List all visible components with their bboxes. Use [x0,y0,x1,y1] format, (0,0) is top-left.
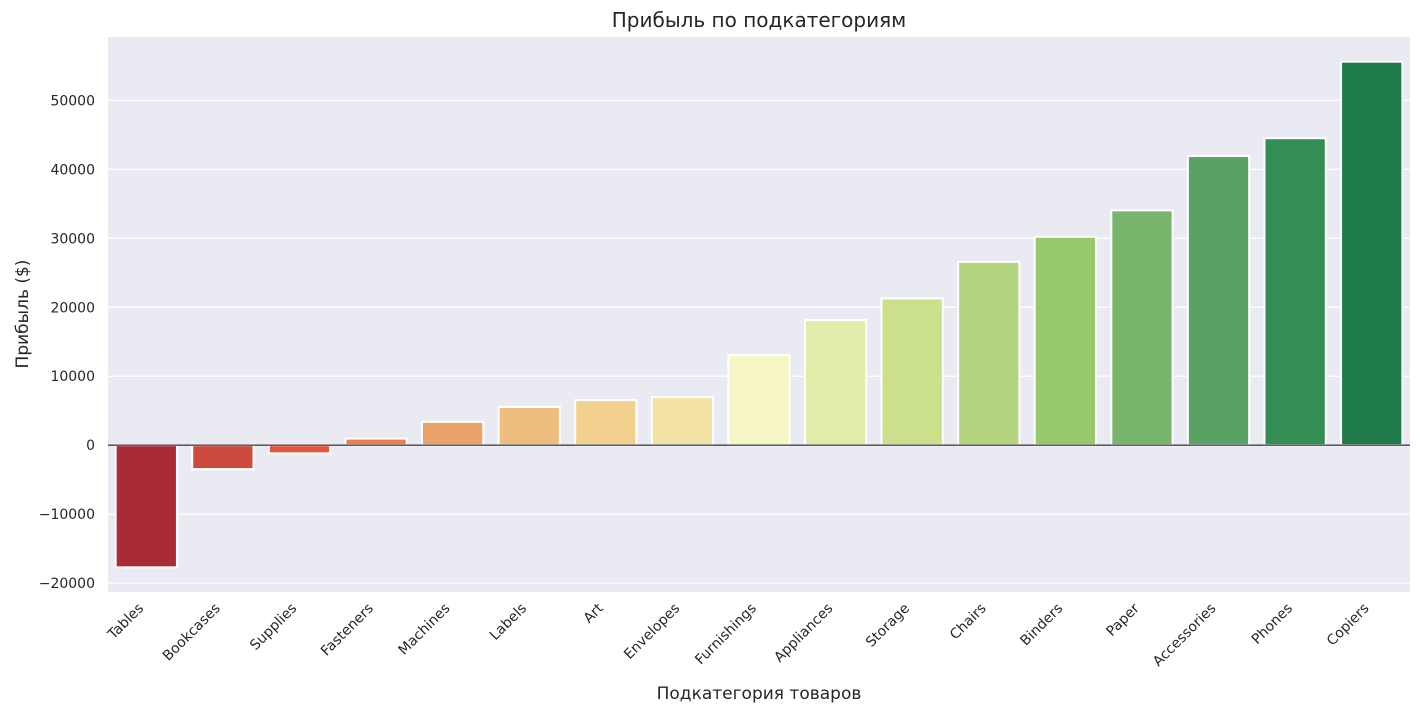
bar-copiers [1340,60,1404,447]
y-tick-label: 50000 [50,93,95,109]
x-tick-label: Labels [487,601,530,644]
x-tick-label: Art [581,600,607,626]
x-tick-label: Envelopes [621,601,683,663]
bar-paper [1110,209,1174,447]
bar-chairs [957,260,1021,447]
x-tick-label: Paper [1103,600,1143,640]
y-tick-label: −10000 [39,507,95,523]
x-tick-label: Fasteners [318,601,377,660]
x-tick-label: Binders [1017,601,1066,650]
y-tick-label: 30000 [50,231,95,247]
bar-machines [421,420,485,447]
y-tick-label: 40000 [50,162,95,178]
bar-fasteners [344,437,408,447]
bar-phones [1263,137,1327,447]
x-tick-label: Accessories [1150,601,1219,670]
y-tick-label: 10000 [50,369,95,385]
x-tick-label: Phones [1249,601,1296,648]
bar-labels [497,405,561,447]
x-axis-label: Подкатегория товаров [657,684,862,704]
y-axis-label: Прибыль ($) [13,260,33,369]
bar-art [574,399,638,447]
x-tick-label: Bookcases [160,601,224,665]
x-tick-label: Tables [104,601,147,644]
bar-furnishings [727,354,791,447]
bar-tables [114,444,178,569]
bar-bookcases [191,444,255,471]
y-tick-labels: −20000 −10000 0 10000 20000 30000 40000 50000 [39,93,95,592]
bar-accessories [1186,155,1251,447]
bar-appliances [803,319,868,447]
bar-envelopes [650,396,715,447]
bars-layer [114,60,1404,569]
x-tick-labels: Tables Bookcases Supplies Fasteners Machines… [104,600,1372,670]
bar-binders [1033,235,1097,447]
x-tick-label: Supplies [247,601,300,654]
bar-storage [880,297,944,447]
x-tick-label: Machines [396,601,454,659]
x-tick-label: Appliances [771,601,836,666]
chart-title: Прибыль по подкатегориям [612,8,906,32]
x-tick-label: Furnishings [692,601,760,669]
y-tick-label: 0 [86,438,95,454]
x-tick-label: Chairs [947,601,990,644]
x-tick-label: Storage [863,601,913,651]
y-tick-label: 20000 [50,300,95,316]
x-tick-label: Copiers [1324,601,1373,650]
bar-supplies [267,444,332,455]
y-tick-label: −20000 [39,576,95,592]
